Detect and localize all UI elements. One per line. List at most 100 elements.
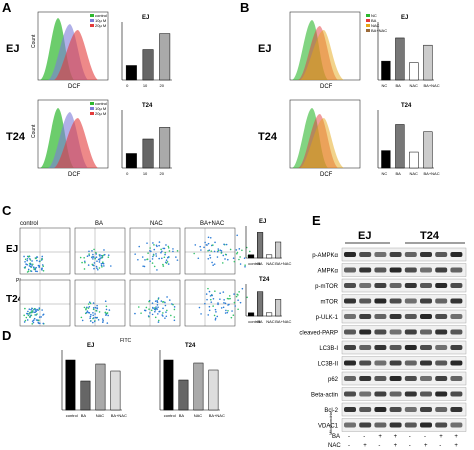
bar-0 bbox=[125, 153, 137, 169]
wb-band bbox=[374, 314, 387, 319]
bar-tick-label: 20 bbox=[160, 83, 165, 88]
wb-band bbox=[359, 360, 372, 366]
wb-band bbox=[359, 329, 372, 335]
svg-text:BA: BA bbox=[371, 18, 377, 23]
wb-band bbox=[450, 329, 463, 335]
wb-header-ej: EJ bbox=[358, 230, 371, 242]
bar-2 bbox=[266, 254, 273, 259]
wb-band bbox=[344, 252, 356, 257]
wb-band bbox=[450, 314, 463, 319]
wb-row-0: p-AMPKα bbox=[312, 247, 467, 262]
legend-b: NC BA NAC BA+NAC bbox=[366, 13, 387, 33]
wb-band bbox=[420, 283, 432, 288]
bar-chart-title: EJ bbox=[142, 15, 149, 21]
bar-tick-label: NAC bbox=[266, 261, 275, 266]
bar-tick-label: BA+NAC bbox=[424, 83, 440, 88]
wb-band bbox=[374, 267, 387, 273]
wb-band bbox=[420, 422, 432, 428]
svg-text:10μ M: 10μ M bbox=[95, 18, 106, 23]
wb-band bbox=[435, 329, 448, 335]
bar-1 bbox=[395, 124, 405, 169]
wb-band bbox=[374, 329, 387, 335]
wb-band bbox=[389, 407, 402, 412]
wb-band bbox=[404, 283, 417, 288]
bar-chart-title: EJ bbox=[259, 219, 266, 225]
wb-band bbox=[404, 391, 417, 397]
wb-ba-sign: - bbox=[409, 434, 411, 440]
wb-nac-sign: + bbox=[363, 443, 367, 449]
svg-text:PI: PI bbox=[16, 278, 21, 284]
wb-band bbox=[435, 345, 448, 350]
wb-band bbox=[374, 376, 387, 381]
bar-0 bbox=[381, 150, 391, 169]
wb-band bbox=[344, 267, 356, 273]
wb-band bbox=[374, 252, 387, 257]
wb-protein-label: Bcl-2 bbox=[324, 408, 338, 414]
bar-tick-label: NC bbox=[382, 83, 388, 88]
bar-1 bbox=[395, 37, 405, 81]
wb-row-2: p-mTOR bbox=[315, 278, 467, 293]
wb-ba-sign: + bbox=[378, 434, 382, 440]
svg-text:DCF: DCF bbox=[320, 84, 333, 90]
bar-chart-title: T24 bbox=[401, 103, 412, 109]
wb-band bbox=[404, 252, 417, 257]
wb-band bbox=[450, 252, 463, 257]
wb-band bbox=[435, 283, 448, 288]
bar-1 bbox=[142, 49, 154, 81]
panel-label-b: B bbox=[240, 0, 249, 15]
svg-text:10μ M: 10μ M bbox=[95, 106, 106, 111]
wb-ba-sign: + bbox=[454, 434, 458, 440]
bar-1 bbox=[178, 379, 189, 411]
wb-band bbox=[420, 329, 432, 335]
wb-row-9: Beta-actin bbox=[311, 387, 467, 401]
wb-band bbox=[374, 407, 387, 412]
wb-band bbox=[435, 298, 448, 304]
wb-band bbox=[374, 298, 387, 304]
bar-1 bbox=[142, 138, 154, 169]
svg-text:BA+NAC: BA+NAC bbox=[371, 28, 387, 33]
flow-plot-0-1 bbox=[74, 227, 126, 275]
wb-band bbox=[404, 329, 417, 335]
wb-band bbox=[344, 298, 356, 304]
wb-band bbox=[344, 345, 356, 350]
bar-0 bbox=[65, 359, 76, 411]
flow-label-ba: BA bbox=[95, 221, 103, 227]
wb-protein-label: p-mTOR bbox=[315, 284, 339, 290]
flow-plot-0-0 bbox=[19, 227, 71, 275]
flow-plot-1-1 bbox=[74, 279, 126, 327]
wb-band bbox=[420, 376, 432, 381]
bar-1 bbox=[80, 380, 91, 411]
wb-band bbox=[389, 267, 402, 273]
bar-0 bbox=[381, 60, 391, 81]
wb-band bbox=[450, 360, 463, 366]
bar-chart-d-ej: EJ control BA NAC BA+NAC bbox=[61, 343, 127, 418]
wb-row-5: cleaved-PARP bbox=[299, 325, 467, 339]
wb-band bbox=[404, 376, 417, 381]
wb-nac-sign: + bbox=[394, 443, 398, 449]
wb-band bbox=[344, 314, 356, 319]
bar-1 bbox=[257, 291, 264, 317]
histogram-a-ej: Count DCF bbox=[31, 11, 109, 90]
wb-band bbox=[404, 360, 417, 366]
svg-text:DCF: DCF bbox=[68, 84, 81, 90]
wb-band bbox=[450, 407, 463, 412]
wb-band bbox=[435, 252, 448, 257]
wb-band bbox=[344, 360, 356, 366]
wb-band bbox=[450, 345, 463, 350]
wb-band bbox=[420, 252, 432, 257]
wb-nac-sign: - bbox=[409, 443, 411, 449]
wb-nac-sign: - bbox=[378, 443, 380, 449]
western-blot: EJ T24 bbox=[345, 230, 465, 244]
wb-band bbox=[404, 422, 417, 428]
wb-protein-label: AMPKα bbox=[318, 269, 339, 275]
bar-1 bbox=[257, 232, 264, 259]
histogram-b-ej: DCF bbox=[289, 11, 361, 90]
wb-protein-label: p-ULK-1 bbox=[316, 315, 339, 321]
row-label-t24-c: T24 bbox=[6, 294, 24, 305]
bar-2 bbox=[409, 151, 419, 169]
wb-band bbox=[404, 298, 417, 304]
flow-plot-1-0 bbox=[19, 279, 71, 327]
bar-tick-label: BA+NAC bbox=[209, 413, 225, 418]
